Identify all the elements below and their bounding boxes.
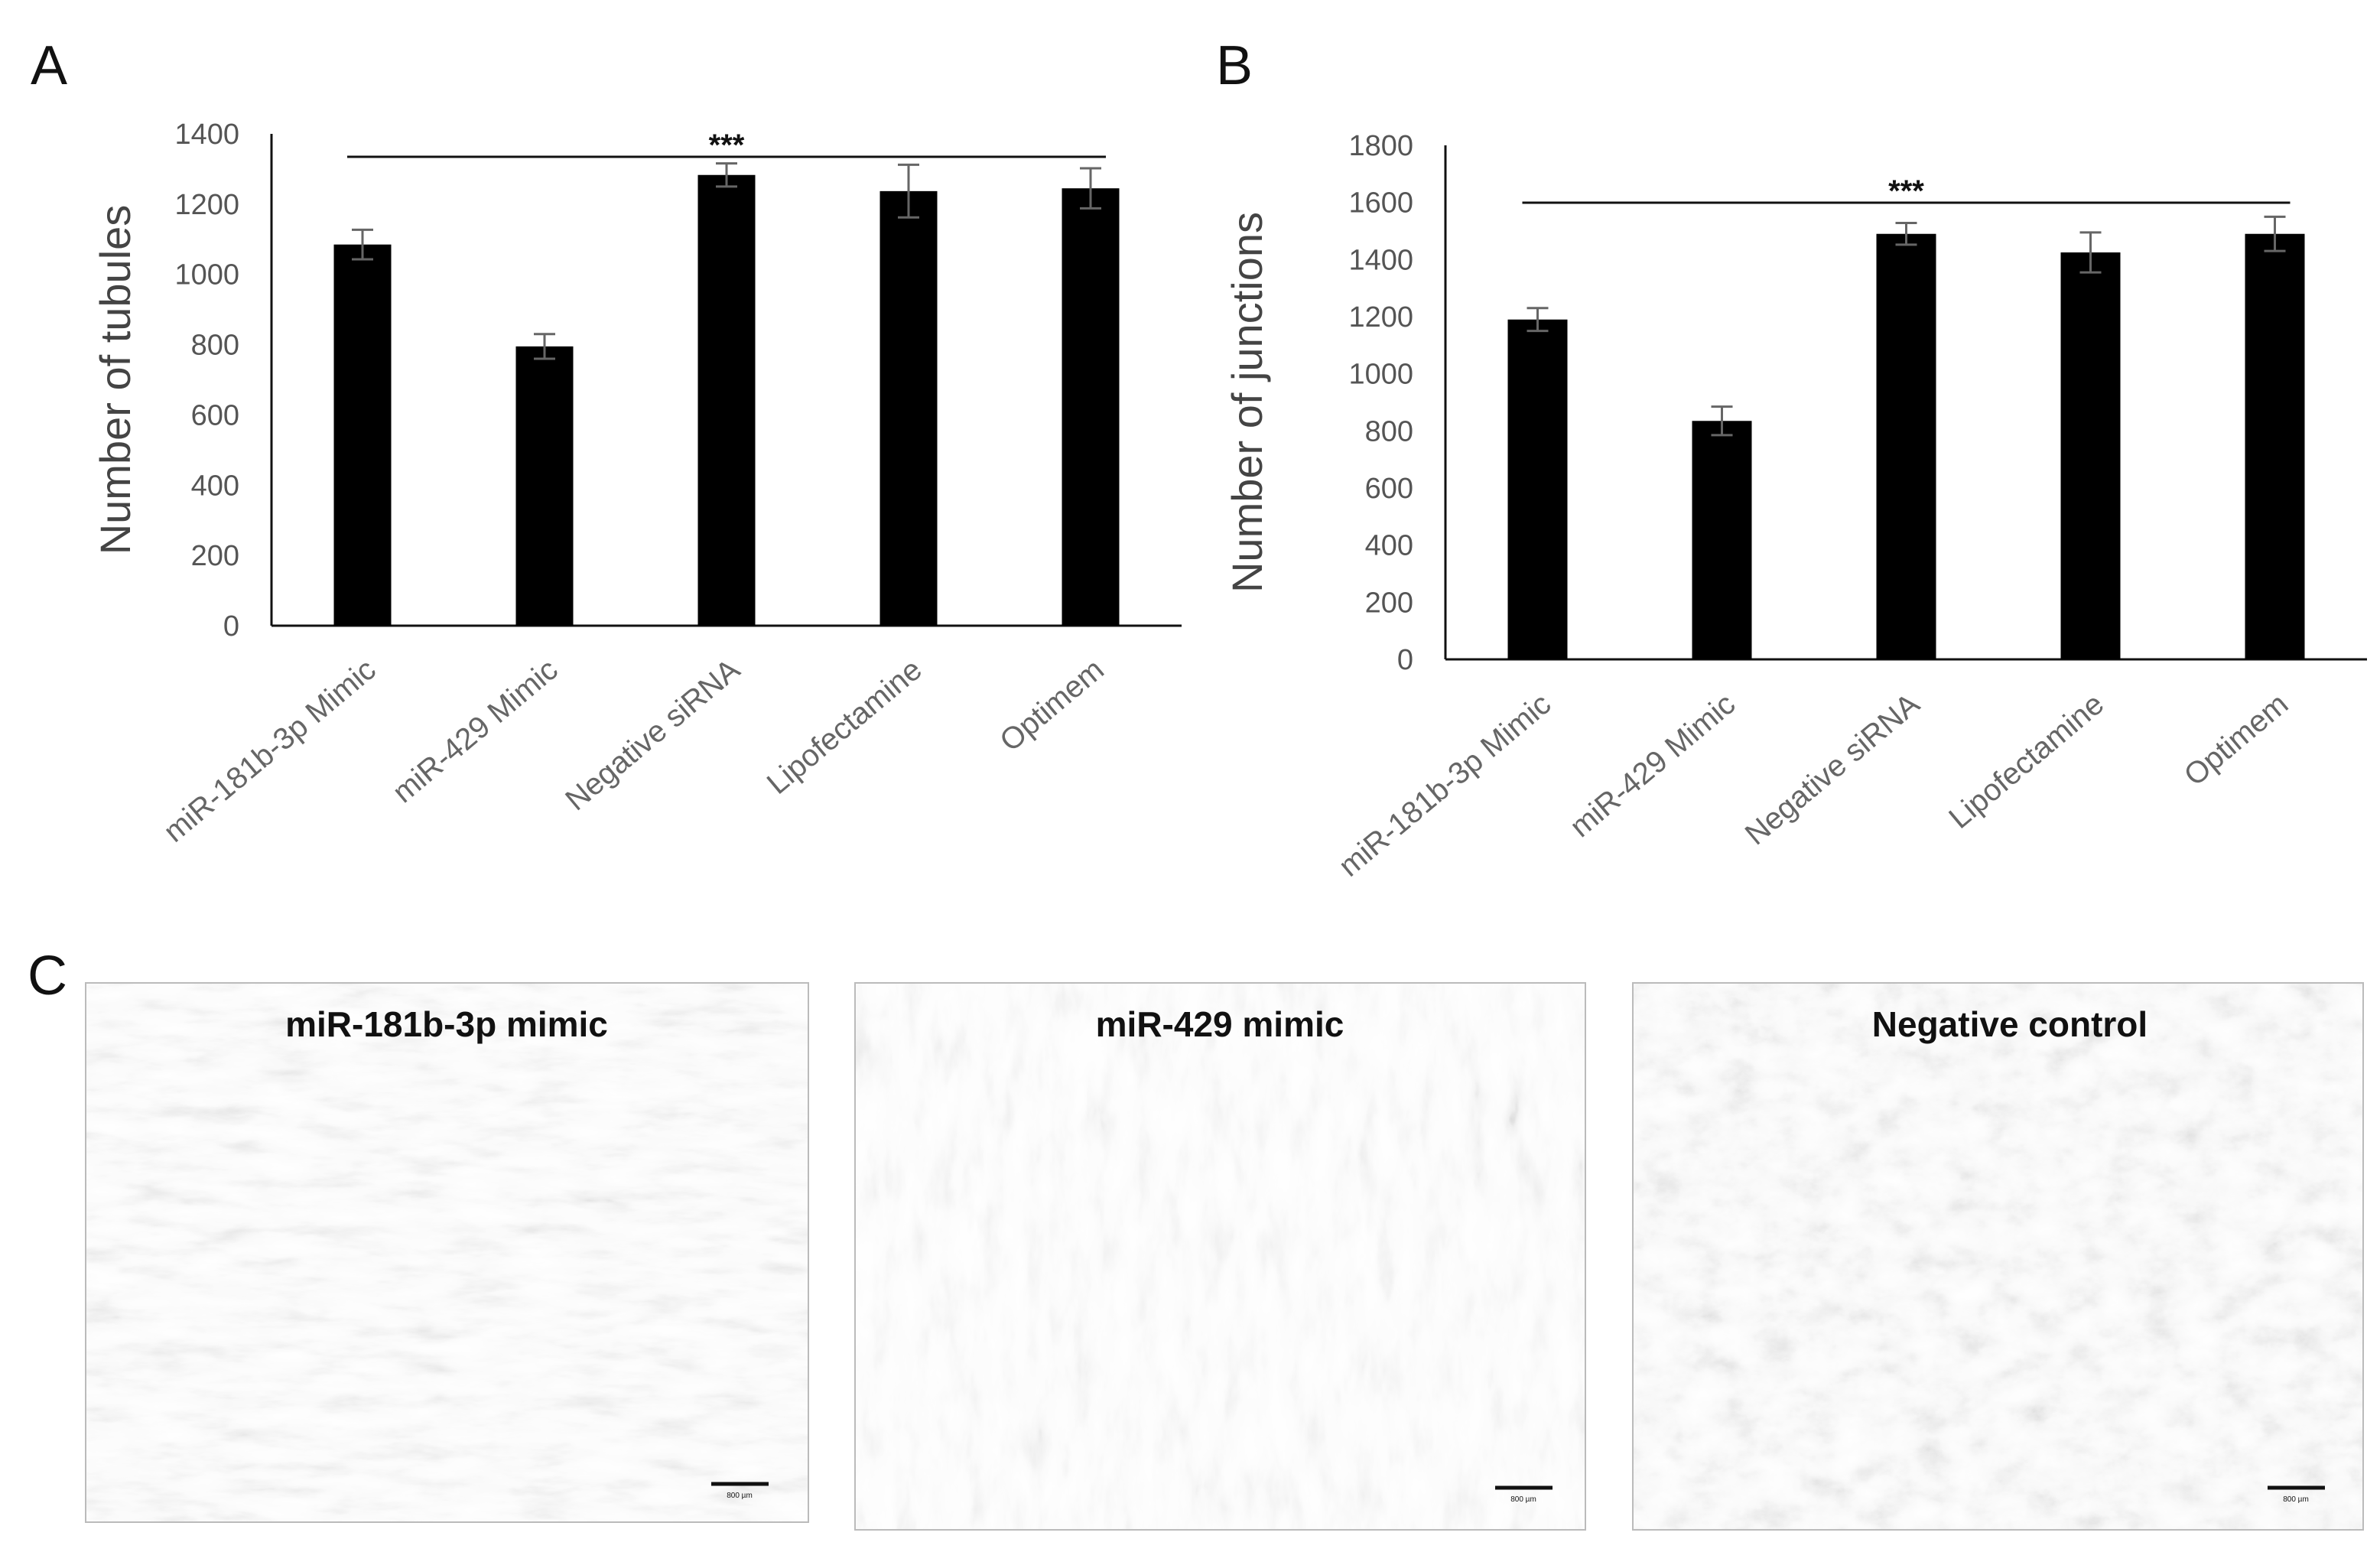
micrograph-3-title: Negative control	[1872, 1004, 2148, 1044]
micrograph-2-scale-label: 800 µm	[1510, 1495, 1536, 1504]
micrograph-1-border	[85, 982, 809, 1523]
micrograph-1-scale-label: 800 µm	[727, 1492, 753, 1500]
chart-a-y-tick-label: 600	[191, 399, 239, 431]
micrograph-2-title: miR-429 mimic	[1096, 1004, 1344, 1044]
chart-a-y-axis-label: Number of tubules	[91, 205, 139, 555]
chart-a-y-tick-label: 0	[223, 610, 239, 643]
chart-b-bar	[2245, 233, 2305, 659]
micrograph-3: Negative control 800 µm	[1632, 982, 2364, 1531]
chart-a-bar	[879, 190, 938, 626]
chart-a: 0 200 400 600 800 1000 1200 1400 Number of tubul…	[91, 119, 1182, 849]
chart-b-category-label: Lipofectamine	[1943, 687, 2110, 835]
chart-a-category-label: Negative siRNA	[559, 652, 746, 817]
panel-letter-a: A	[31, 35, 67, 96]
micrograph-2-border	[854, 982, 1586, 1531]
chart-b-category-label: Optimem	[2178, 687, 2295, 792]
chart-a-category-label: Lipofectamine	[761, 652, 928, 801]
chart-b-bar	[1692, 421, 1752, 659]
panel-letter-c: C	[28, 945, 67, 1007]
chart-a-category-label: Optimem	[993, 652, 1110, 758]
chart-b: 0 200 400 600 800 1000 1200 1400 1600 1800 Number …	[1223, 130, 2367, 883]
chart-b-y-tick-label: 1800	[1348, 130, 1413, 162]
micrograph-2: miR-429 mimic 800 µm	[854, 982, 1586, 1531]
chart-b-y-tick-label: 1200	[1348, 301, 1413, 334]
chart-b-y-tick-label: 200	[1365, 587, 1413, 619]
chart-b-y-tick-label: 1400	[1348, 244, 1413, 276]
chart-a-y-tick-label: 800	[191, 330, 239, 362]
chart-a-y-tick-label: 1200	[174, 189, 239, 221]
chart-b-y-tick-label: 400	[1365, 530, 1413, 562]
micrograph-1: miR-181b-3p mimic 800 µm	[85, 982, 809, 1523]
chart-b-y-tick-label: 800	[1365, 415, 1413, 447]
chart-b-bar	[1876, 233, 1936, 659]
chart-a-y-tick-label: 1000	[174, 259, 239, 291]
chart-b-y-axis-label: Number of junctions	[1223, 212, 1271, 593]
chart-a-category-label: miR-429 Mimic	[386, 652, 564, 809]
chart-a-category-label: miR-181b-3p Mimic	[158, 652, 382, 849]
chart-b-significance-label: ***	[1888, 174, 1924, 208]
micrograph-3-border	[1632, 982, 2364, 1531]
chart-a-bar	[1062, 188, 1120, 626]
chart-a-bar	[515, 346, 574, 626]
chart-b-y-tick-label: 1000	[1348, 359, 1413, 391]
micrograph-3-image	[1633, 983, 2363, 1530]
chart-a-y-tick-label: 200	[191, 540, 239, 572]
chart-b-bar	[2060, 252, 2121, 659]
chart-a-bar	[333, 244, 392, 626]
chart-b-bar	[1507, 319, 1568, 659]
micrograph-1-title: miR-181b-3p mimic	[285, 1004, 608, 1044]
chart-a-bar	[697, 174, 756, 626]
micrograph-2-image	[855, 983, 1585, 1530]
chart-a-y-tick-label: 1400	[174, 119, 239, 151]
chart-b-y-tick-label: 1600	[1348, 187, 1413, 220]
chart-b-category-label: Negative siRNA	[1739, 687, 1926, 851]
micrograph-3-scale-label: 800 µm	[2283, 1495, 2309, 1504]
chart-b-y-tick-label: 0	[1397, 644, 1413, 676]
chart-b-y-tick-label: 600	[1365, 473, 1413, 505]
chart-b-category-label: miR-429 Mimic	[1564, 687, 1742, 844]
chart-a-significance-label: ***	[709, 129, 745, 162]
micrograph-1-image	[86, 983, 808, 1522]
panel-letter-b: B	[1216, 35, 1253, 96]
chart-a-y-tick-label: 400	[191, 470, 239, 502]
chart-b-category-label: miR-181b-3p Mimic	[1332, 687, 1557, 883]
